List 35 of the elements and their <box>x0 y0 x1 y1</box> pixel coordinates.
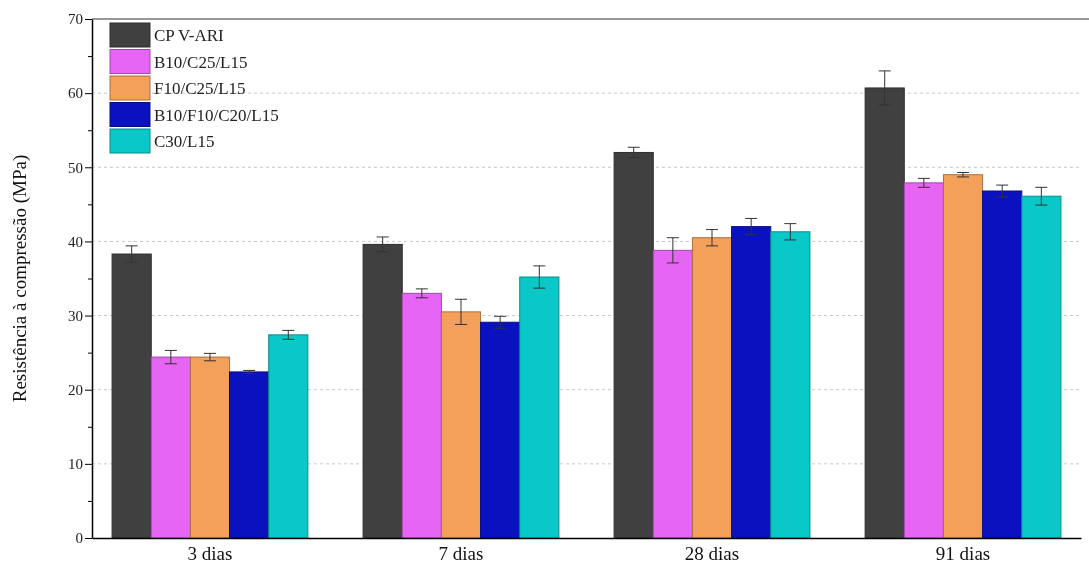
legend-label: F10/C25/L15 <box>154 79 246 98</box>
y-tick-label: 40 <box>68 233 83 250</box>
x-tick-label: 7 dias <box>438 543 484 564</box>
bar <box>229 371 270 539</box>
legend-label: B10/C25/L15 <box>154 52 248 72</box>
bar <box>903 182 944 539</box>
legend-label: B10/F10/C20/L15 <box>154 105 279 125</box>
bar <box>150 356 191 539</box>
bar <box>691 237 733 539</box>
x-tick-label: 3 dias <box>187 543 233 564</box>
bar <box>1021 195 1062 539</box>
bar <box>519 276 560 539</box>
bar <box>770 231 811 539</box>
bar <box>401 292 442 539</box>
bar <box>268 334 309 539</box>
y-tick-label: 20 <box>68 382 83 399</box>
bar <box>731 226 772 539</box>
x-tick-label: 28 dias <box>684 543 740 564</box>
legend-label: CP V-ARI <box>154 26 225 45</box>
y-tick-label: 70 <box>68 11 83 28</box>
y-tick-label: 60 <box>68 85 83 102</box>
bar <box>440 311 482 539</box>
bar <box>652 249 693 539</box>
legend-label: C30/L15 <box>154 132 215 151</box>
bar <box>942 174 984 539</box>
y-tick-label: 30 <box>68 307 83 324</box>
y-tick-label: 0 <box>75 530 83 547</box>
y-tick-label: 10 <box>68 456 83 473</box>
bar <box>613 151 654 539</box>
y-tick-label: 50 <box>68 159 83 176</box>
bar <box>982 190 1023 539</box>
x-tick-label: 91 dias <box>935 543 991 564</box>
bar <box>189 356 231 539</box>
y-axis-title: Resistência à compressão (MPa) <box>9 154 31 403</box>
bar <box>480 321 521 539</box>
